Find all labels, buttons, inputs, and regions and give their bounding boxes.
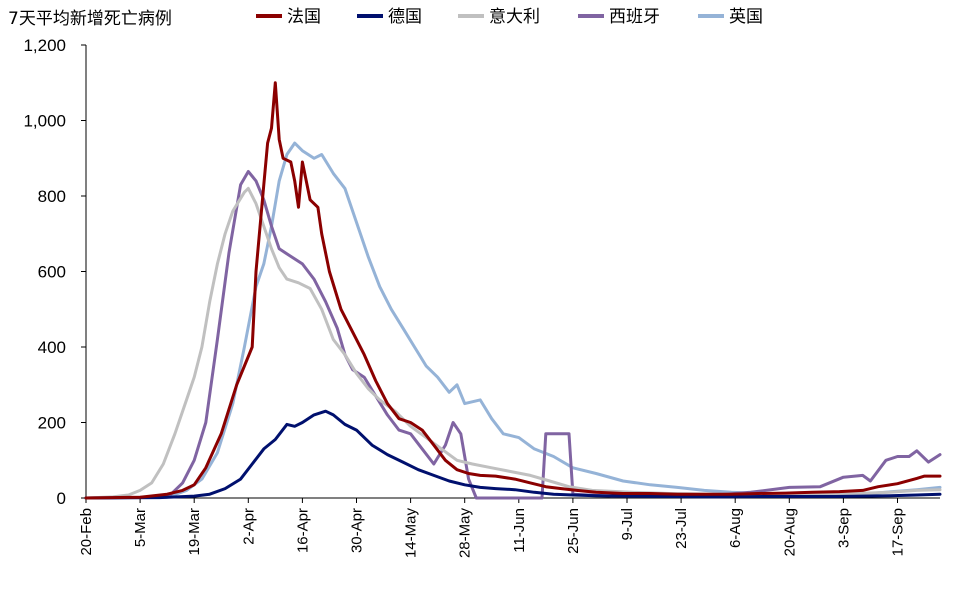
x-tick-label: 14-May	[403, 508, 420, 559]
series-line	[84, 186, 942, 500]
x-tick-label: 2-Apr	[240, 508, 257, 545]
x-tick-label: 9-Jul	[619, 508, 636, 541]
chart-title: 7天平均新增死亡病例	[8, 9, 172, 29]
y-tick-label: 1,200	[23, 36, 66, 55]
x-tick-label: 19-Mar	[186, 508, 203, 556]
axes: 0 200 400 600 800 1,000 1,200 20-Feb 5-Mar 19-Mar…	[23, 36, 940, 558]
x-tick-label: 20-Aug	[781, 508, 798, 556]
series-layer	[84, 81, 942, 500]
y-tick-label: 600	[38, 263, 66, 282]
x-tick-label: 16-Apr	[294, 508, 311, 553]
legend: 法国 德国 意大利 西班牙 英国	[256, 7, 763, 27]
y-tick-label: 800	[38, 187, 66, 206]
x-tick-label: 11-Jun	[511, 508, 528, 553]
x-tick-label: 23-Jul	[673, 508, 690, 549]
x-tick-label: 30-Apr	[348, 508, 365, 553]
legend-label: 德国	[388, 7, 422, 27]
y-tick-label: 1,000	[23, 112, 66, 131]
y-tick-label: 400	[38, 338, 66, 357]
series-line	[84, 409, 942, 500]
series-line	[84, 81, 942, 500]
legend-label: 西班牙	[609, 7, 660, 27]
x-tick-label: 20-Feb	[78, 508, 95, 556]
legend-label: 英国	[729, 7, 763, 27]
legend-label: 意大利	[489, 7, 540, 27]
x-tick-label: 25-Jun	[565, 508, 582, 554]
y-tick-label: 200	[38, 414, 66, 433]
x-tick-label: 3-Sep	[835, 508, 852, 548]
x-tick-label: 17-Sep	[889, 508, 906, 556]
y-tick-label: 0	[57, 489, 66, 508]
x-tick-label: 6-Aug	[727, 508, 744, 548]
series-line	[84, 141, 942, 500]
x-tick-label: 5-Mar	[132, 508, 149, 547]
x-tick-label: 28-May	[457, 508, 474, 559]
series-line	[84, 170, 942, 500]
legend-label: 法国	[287, 7, 321, 27]
